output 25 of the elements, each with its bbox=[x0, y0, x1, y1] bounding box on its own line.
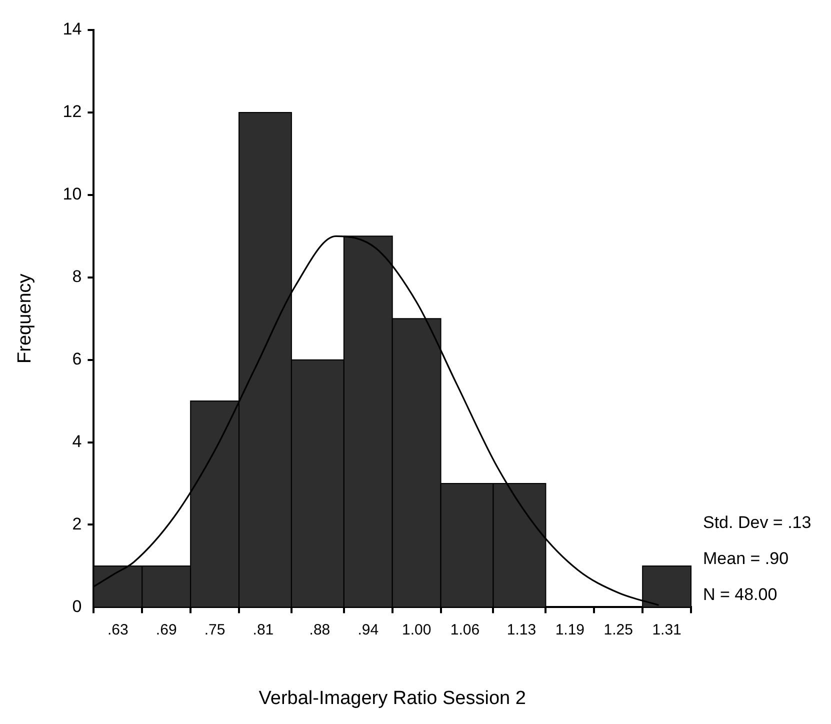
y-tick-label: 14 bbox=[62, 20, 82, 39]
x-tick-label: 1.31 bbox=[652, 621, 682, 638]
text: N = 48.00 bbox=[703, 584, 778, 604]
y-tick-label: 4 bbox=[72, 432, 82, 451]
text: Mean = .90 bbox=[703, 548, 789, 568]
y-tick-label: 8 bbox=[72, 267, 82, 286]
y-tick-label: 10 bbox=[62, 184, 82, 204]
x-tick-label: 1.25 bbox=[604, 621, 633, 638]
y-tick-label: 6 bbox=[72, 350, 82, 369]
y-axis-title: Frequency bbox=[14, 273, 36, 364]
x-tick-label: 1.19 bbox=[555, 621, 585, 638]
x-tick-label: 1.06 bbox=[450, 621, 480, 638]
x-axis-title: Verbal-Imagery Ratio Session 2 bbox=[258, 688, 526, 709]
y-tick-label: 2 bbox=[72, 514, 82, 534]
y-tick-label: 12 bbox=[62, 102, 82, 122]
x-tick-label: .81 bbox=[252, 621, 274, 638]
x-tick-label: .69 bbox=[156, 621, 177, 638]
x-tick-label: 1.13 bbox=[506, 621, 536, 638]
x-tick-label: .94 bbox=[358, 621, 379, 638]
x-tick-label: .63 bbox=[107, 621, 128, 638]
x-tick-label: .75 bbox=[204, 621, 226, 638]
text: Std. Dev = .13 bbox=[703, 512, 812, 532]
x-tick-label: 1.00 bbox=[402, 621, 432, 638]
y-tick-label: 0 bbox=[72, 596, 82, 616]
x-tick-label: .88 bbox=[309, 621, 330, 638]
